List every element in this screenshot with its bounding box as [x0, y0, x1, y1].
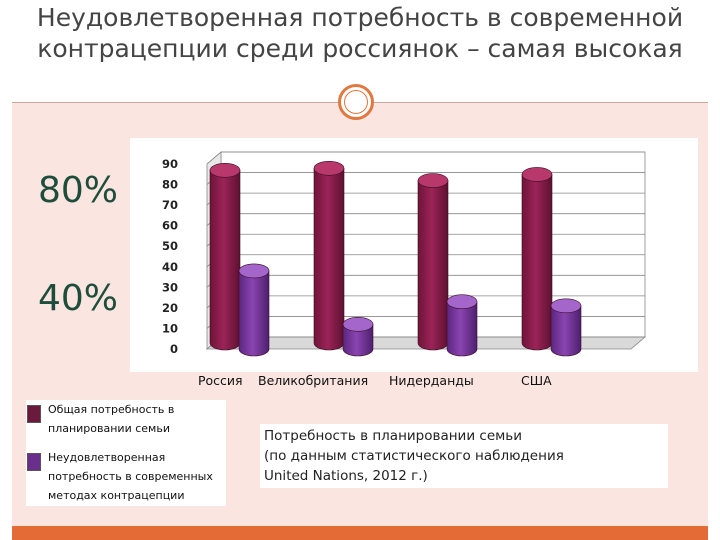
y-tick-label-30: 30: [162, 280, 178, 294]
bar-top-0-1: [313, 160, 345, 176]
label-40-percent: 40%: [38, 278, 119, 319]
source-note: Потребность в планировании семьи (по дан…: [260, 424, 668, 488]
legend-swatch-unmet: [27, 453, 41, 471]
bar-0-3: [521, 174, 553, 351]
bar-0-0: [209, 170, 241, 351]
legend-label-unmet: Неудовлетворенная потребность в современ…: [48, 451, 213, 502]
note-line-2: (по данным статистического наблюдения: [264, 448, 564, 464]
category-label-uk: Великобритания: [258, 373, 369, 388]
chart-area: 0 10 20 30 40 50 60 70 80 90: [130, 138, 698, 372]
bar-top-1-1: [342, 317, 374, 332]
y-tick-label-80: 80: [162, 178, 178, 192]
bar-top-0-3: [521, 167, 553, 182]
note-line-1: Потребность в планировании семьи: [264, 428, 523, 444]
note-line-3: United Nations, 2012 г.): [264, 468, 428, 484]
category-label-netherlands: Нидерданды: [389, 373, 474, 388]
bar-top-0-0: [209, 163, 241, 178]
bar-1-1: [342, 324, 374, 357]
footer-bar: [12, 526, 708, 540]
y-tick-label-0: 0: [170, 342, 178, 356]
category-label-russia: Россия: [198, 373, 243, 388]
bar-1-3: [550, 305, 582, 357]
y-tick-label-70: 70: [162, 198, 178, 212]
bar-1-2: [446, 301, 478, 357]
y-tick-label-40: 40: [162, 260, 178, 274]
y-tick-label-50: 50: [162, 239, 178, 253]
bar-top-1-2: [446, 294, 478, 310]
bar-top-1-3: [550, 298, 582, 314]
bar-0-2: [417, 180, 449, 351]
bar-top-1-0: [238, 263, 270, 279]
bar-0-1: [313, 167, 345, 351]
chart-legend: Общая потребность в планировании семьи Н…: [26, 400, 226, 506]
bar-1-0: [238, 270, 270, 357]
y-tick-label-10: 10: [162, 321, 178, 335]
label-80-percent: 80%: [38, 170, 119, 211]
y-tick-label-90: 90: [162, 157, 178, 171]
decorative-ring-inner-icon: [344, 90, 368, 114]
bar-top-0-2: [417, 173, 449, 188]
y-tick-label-20: 20: [162, 301, 178, 315]
y-tick-label-60: 60: [162, 219, 178, 233]
legend-label-total: Общая потребность в планировании семьи: [48, 403, 175, 435]
gridline-side-90: [206, 151, 222, 165]
bar-chart: 0 10 20 30 40 50 60 70 80 90: [162, 151, 647, 357]
legend-swatch-total: [27, 405, 41, 423]
category-label-usa: США: [521, 373, 552, 388]
slide-title: Неудовлетворенная потребность в современ…: [36, 3, 684, 63]
